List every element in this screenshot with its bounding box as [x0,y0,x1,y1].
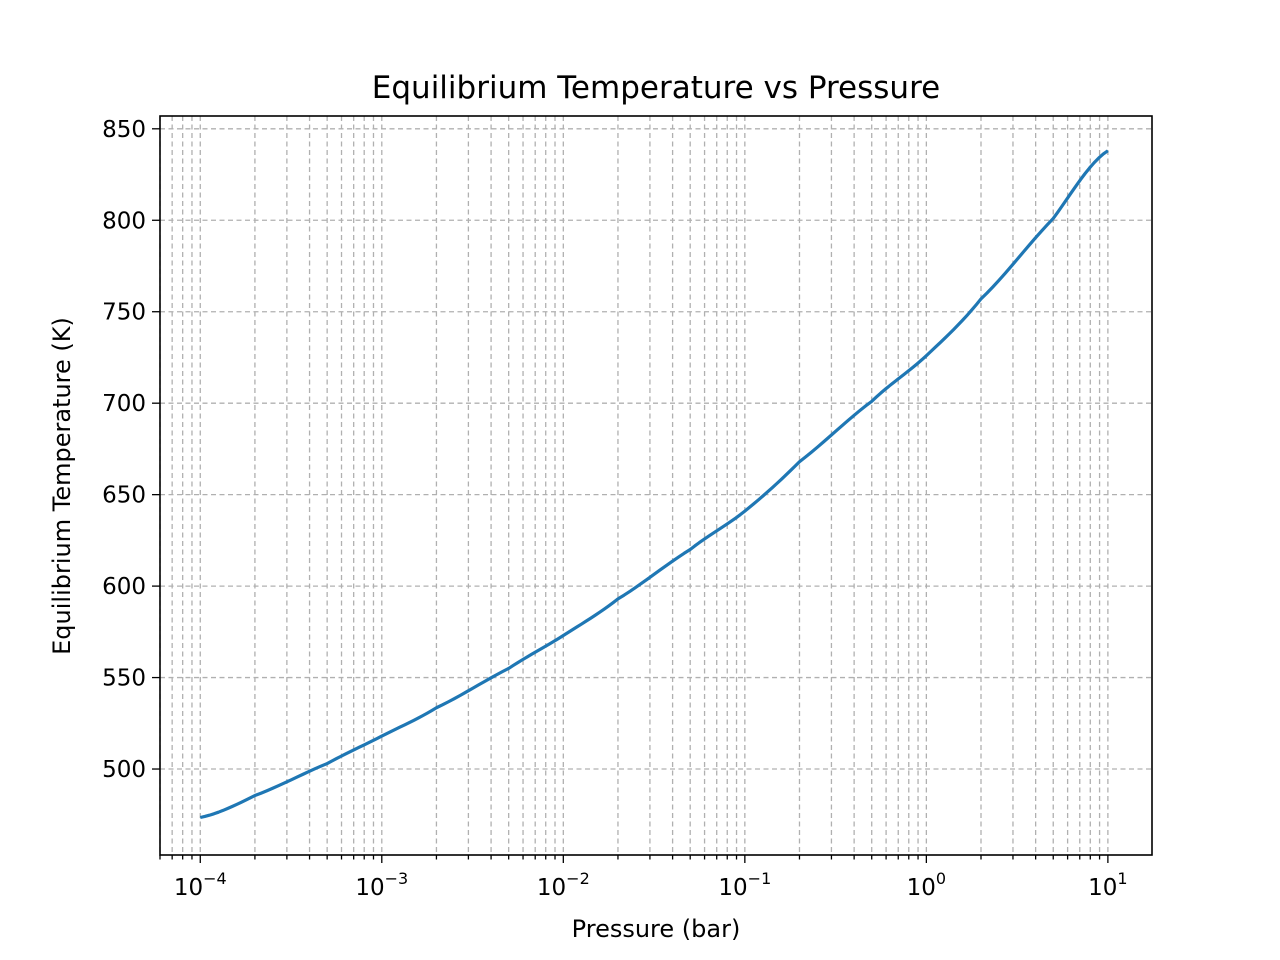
y-axis-label: Equilibrium Temperature (K) [48,317,76,655]
y-tick-label: 750 [102,300,146,326]
x-tick-label: 100 [907,869,946,901]
y-tick-label: 800 [102,208,146,234]
series-layer [199,149,1109,820]
plot-frame [159,115,1153,856]
ticks: 10−4 10−3 10−2 10−1 100 101 500 550 600 650 700 750… [102,117,1128,901]
y-tick-label: 850 [102,117,146,143]
y-tick-label: 700 [102,391,146,417]
y-tick-label: 600 [102,574,146,600]
y-tick-label: 550 [102,666,146,692]
x-tick-label: 10−2 [537,869,590,901]
y-tick-label: 650 [102,483,146,509]
chart-title: Equilibrium Temperature vs Pressure [372,70,940,106]
x-tick-label: 101 [1088,869,1127,901]
x-tick-label: 10−3 [355,869,408,901]
y-tick-label: 500 [102,757,146,783]
grid [159,116,1152,855]
x-axis-label: Pressure (bar) [572,915,741,943]
x-tick-label: 10−4 [174,869,227,901]
series-line [199,149,1109,820]
x-tick-label: 10−1 [718,869,771,901]
